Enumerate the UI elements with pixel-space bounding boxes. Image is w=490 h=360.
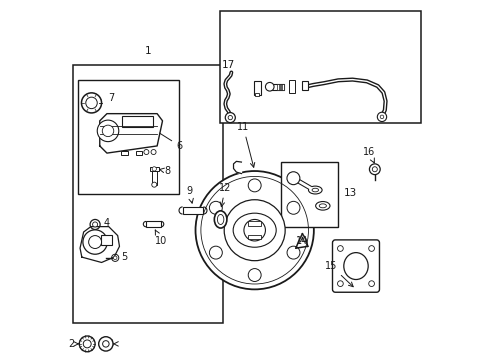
Bar <box>146 221 161 227</box>
Circle shape <box>266 82 274 91</box>
Text: 15: 15 <box>325 261 353 287</box>
Bar <box>183 207 203 214</box>
Circle shape <box>98 337 113 351</box>
Ellipse shape <box>312 188 318 192</box>
Circle shape <box>228 116 232 120</box>
Polygon shape <box>80 226 120 262</box>
Circle shape <box>79 336 95 352</box>
Circle shape <box>225 113 235 123</box>
Bar <box>302 81 308 90</box>
Bar <box>101 234 112 245</box>
Polygon shape <box>234 161 242 174</box>
Ellipse shape <box>316 202 330 210</box>
Ellipse shape <box>319 204 326 208</box>
Circle shape <box>244 220 266 241</box>
Polygon shape <box>100 114 163 153</box>
Ellipse shape <box>344 253 368 279</box>
Bar <box>280 84 281 90</box>
Circle shape <box>287 172 300 185</box>
Text: 11: 11 <box>237 122 255 167</box>
Bar <box>122 151 128 155</box>
Circle shape <box>380 115 384 119</box>
Circle shape <box>368 281 374 287</box>
Text: 2: 2 <box>69 339 78 349</box>
Circle shape <box>83 230 107 254</box>
Circle shape <box>144 149 149 154</box>
Bar <box>78 80 179 194</box>
Circle shape <box>102 125 114 136</box>
Ellipse shape <box>233 213 276 247</box>
Circle shape <box>338 246 343 251</box>
Bar <box>281 162 338 226</box>
Circle shape <box>152 167 156 171</box>
Circle shape <box>152 182 157 187</box>
Bar <box>220 12 421 123</box>
Circle shape <box>248 269 261 282</box>
Bar <box>255 93 259 96</box>
Text: 6: 6 <box>159 133 183 151</box>
Bar <box>122 116 153 127</box>
Text: 5: 5 <box>113 252 127 262</box>
Circle shape <box>89 235 101 248</box>
Circle shape <box>90 220 100 229</box>
Bar <box>150 167 159 171</box>
Text: 8: 8 <box>159 166 171 176</box>
Bar <box>290 80 295 93</box>
Circle shape <box>151 149 156 154</box>
Text: 3: 3 <box>107 339 118 349</box>
Circle shape <box>224 200 285 261</box>
Bar <box>152 171 157 185</box>
Bar <box>248 221 261 226</box>
Circle shape <box>93 222 98 227</box>
FancyBboxPatch shape <box>333 240 379 292</box>
Text: 14: 14 <box>296 235 309 246</box>
Circle shape <box>112 254 119 261</box>
Text: 10: 10 <box>155 230 167 246</box>
Bar <box>282 84 284 90</box>
Circle shape <box>369 164 380 175</box>
Text: 1: 1 <box>145 46 151 56</box>
Text: 9: 9 <box>186 186 194 203</box>
Circle shape <box>287 201 300 214</box>
Ellipse shape <box>309 186 322 194</box>
Text: 13: 13 <box>343 188 357 198</box>
Text: 7: 7 <box>95 93 114 104</box>
Circle shape <box>377 112 387 122</box>
Circle shape <box>102 341 109 347</box>
Bar <box>136 151 142 155</box>
Circle shape <box>196 171 314 289</box>
Text: 17: 17 <box>221 60 235 70</box>
Ellipse shape <box>214 211 227 228</box>
Text: 4: 4 <box>92 218 109 228</box>
Bar <box>269 84 284 90</box>
Circle shape <box>209 246 222 259</box>
Circle shape <box>248 179 261 192</box>
Circle shape <box>287 246 300 259</box>
Bar <box>73 65 223 323</box>
Ellipse shape <box>218 215 224 225</box>
Circle shape <box>368 246 374 251</box>
Text: 12: 12 <box>219 183 231 207</box>
Bar <box>254 81 261 95</box>
Circle shape <box>81 93 101 113</box>
Circle shape <box>83 340 91 348</box>
Circle shape <box>338 281 343 287</box>
Circle shape <box>86 97 97 109</box>
Bar <box>248 235 261 239</box>
Circle shape <box>97 120 119 141</box>
Text: 16: 16 <box>363 147 375 163</box>
Bar <box>277 84 279 90</box>
Circle shape <box>372 167 377 172</box>
Circle shape <box>113 256 117 260</box>
Circle shape <box>209 201 222 214</box>
